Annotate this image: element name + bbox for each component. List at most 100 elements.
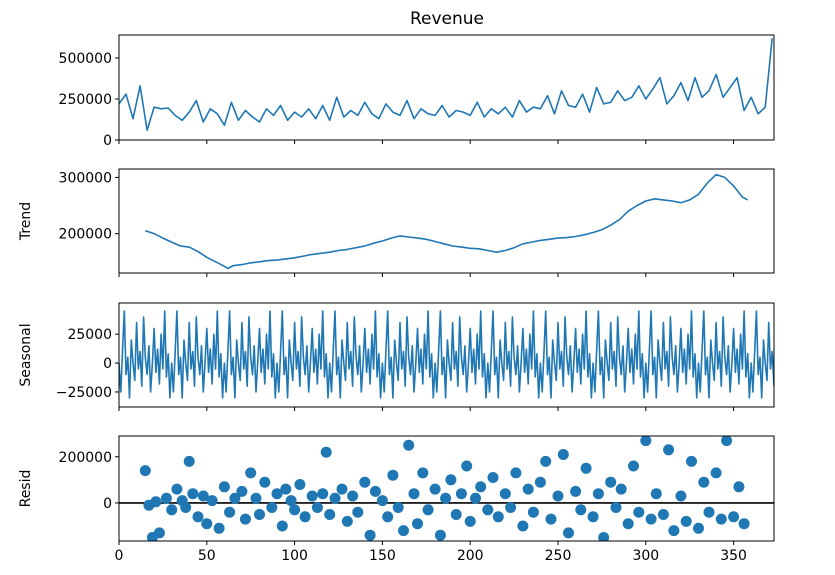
resid-point [628, 460, 639, 472]
resid-point [686, 455, 697, 467]
resid-point [206, 495, 218, 507]
resid-point [417, 467, 429, 479]
y-tick-label: 500000 [59, 51, 112, 67]
resid-point [552, 490, 564, 502]
resid-point [598, 532, 610, 541]
resid-point [470, 492, 481, 504]
resid-point [276, 520, 288, 532]
resid-point [482, 504, 494, 516]
y-tick-label: 250000 [59, 92, 112, 108]
resid-point [499, 488, 511, 500]
resid-point [545, 513, 557, 525]
resid-point [615, 483, 627, 495]
resid-point [218, 481, 230, 493]
resid-point [445, 474, 457, 486]
y-tick-label: 200000 [59, 450, 112, 466]
resid-point [738, 518, 750, 530]
y-tick-label: 0 [103, 496, 112, 512]
x-tick-label: 0 [115, 548, 124, 564]
resid-point [461, 460, 473, 472]
x-tick-label: 350 [720, 548, 747, 564]
resid-point [306, 490, 318, 502]
resid-point [657, 509, 669, 520]
resid-point [171, 483, 183, 495]
resid-point [166, 504, 178, 516]
resid-point [187, 488, 199, 500]
seasonal-axes-frame [118, 302, 775, 408]
trend-panel: 200000 300000 Trend [18, 168, 775, 277]
resid-point [680, 515, 692, 527]
resid-point [285, 495, 297, 507]
resid-point [663, 444, 675, 456]
resid-point [299, 511, 311, 523]
resid-point [527, 506, 539, 518]
resid-point [224, 506, 236, 518]
resid-point [245, 467, 257, 479]
resid-point [510, 467, 522, 479]
y-tick-label: 300000 [59, 170, 112, 186]
resid-point [387, 469, 399, 481]
y-tick-label: 25000 [67, 327, 112, 343]
resid-point [605, 476, 617, 488]
resid-point [721, 436, 733, 447]
resid-point [429, 483, 441, 495]
resid-point [347, 490, 359, 502]
resid-point [376, 495, 388, 507]
resid-point [392, 502, 404, 513]
resid-point [610, 502, 622, 513]
resid-point [570, 485, 582, 497]
resid-point [271, 488, 283, 500]
resid-point [192, 511, 204, 523]
resid-point [398, 525, 409, 537]
resid-point [640, 436, 652, 447]
resid-point [352, 506, 364, 518]
y-tick-label: 0 [103, 356, 112, 372]
resid-point [160, 492, 172, 504]
resid-point [733, 481, 745, 493]
trend-axes-frame [118, 168, 775, 274]
seasonal-ylabel: Seasonal [18, 323, 34, 386]
resid-point [455, 488, 467, 500]
resid-point [336, 483, 348, 495]
resid-point [317, 488, 329, 500]
seasonal-plot-area [119, 310, 774, 399]
resid-point [475, 481, 487, 493]
resid-point [668, 525, 680, 537]
resid-point [587, 511, 599, 523]
resid-point [698, 476, 710, 488]
y-tick-label: 0 [103, 133, 112, 149]
trend-ylabel: Trend [18, 202, 34, 241]
resid-point [487, 472, 499, 483]
resid-point [289, 504, 301, 516]
resid-point [622, 518, 634, 530]
trend-plot-area [145, 173, 749, 270]
resid-point [412, 518, 423, 530]
revenue-plot-area [119, 38, 773, 131]
resid-point [183, 455, 195, 467]
resid-plot-area [119, 436, 774, 541]
resid-point [534, 476, 546, 488]
resid-point [580, 462, 592, 474]
resid-point [675, 490, 687, 502]
resid-point [250, 492, 262, 504]
resid-point [153, 527, 165, 539]
resid-point [403, 439, 415, 451]
revenue-series-line [119, 38, 773, 131]
resid-point [728, 511, 740, 523]
resid-point [229, 492, 241, 504]
resid-point [201, 518, 213, 530]
seasonal-series-line [119, 310, 774, 399]
resid-point [464, 515, 476, 527]
x-tick-label: 200 [457, 548, 484, 564]
resid-point [180, 502, 192, 513]
resid-point [710, 467, 722, 479]
resid-point [715, 513, 727, 525]
x-tick-label: 50 [198, 548, 216, 564]
x-tick-label: 300 [632, 548, 659, 564]
resid-point [280, 483, 292, 495]
x-tick-label: 100 [281, 548, 308, 564]
resid-point [369, 485, 381, 497]
resid-point [359, 476, 371, 488]
resid-point [320, 446, 332, 458]
resid-point [324, 509, 336, 520]
